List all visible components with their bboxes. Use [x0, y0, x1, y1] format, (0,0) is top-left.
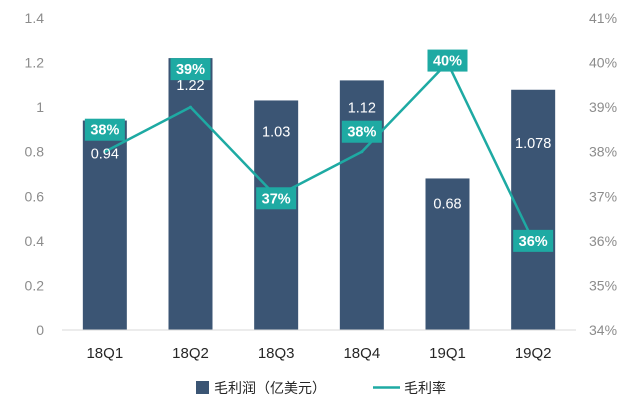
right-tick-label: 41%: [589, 10, 617, 26]
legend: 毛利润（亿美元） 毛利率: [196, 380, 446, 396]
x-axis: 18Q1 18Q2 18Q3 18Q4 19Q1 19Q2: [62, 329, 576, 362]
line-value-box: [256, 187, 297, 210]
left-tick-label: 0.6: [25, 188, 45, 204]
line-value-labels: 38% 39% 37% 38% 40% 36%: [84, 49, 554, 252]
left-tick-label: 1.2: [25, 55, 45, 71]
bar: [82, 120, 127, 330]
line-point: [189, 105, 192, 109]
category-label: 19Q1: [429, 345, 466, 362]
line-value-box: [341, 120, 382, 143]
category-label: 18Q3: [258, 345, 295, 362]
line-value-box: [84, 118, 125, 141]
line-point: [103, 150, 107, 154]
line-path: [104, 61, 535, 242]
bar: [339, 80, 384, 331]
bar-value-label: 1.12: [348, 100, 376, 116]
left-tick-label: 0.2: [25, 277, 45, 293]
right-axis: 34% 35% 36% 37% 38% 39% 40% 41%: [589, 10, 617, 338]
right-tick-label: 39%: [589, 99, 617, 115]
left-tick-label: 1.4: [25, 10, 45, 26]
line-series: [103, 61, 535, 243]
bar: [425, 178, 470, 330]
line-value-label: 40%: [433, 54, 462, 70]
left-tick-label: 0.4: [25, 233, 45, 249]
right-tick-label: 38%: [589, 144, 617, 160]
line-value-box: [170, 58, 211, 81]
bar-value-label: 1.22: [176, 78, 204, 94]
line-value-label: 36%: [519, 234, 548, 250]
line-value-label: 37%: [262, 191, 291, 207]
bar-value-label: 1.078: [515, 136, 551, 152]
bar-series: [82, 58, 556, 331]
left-axis: 0 0.2 0.4 0.6 0.8 1 1.2 1.4: [25, 10, 45, 338]
category-label: 19Q2: [515, 345, 552, 362]
right-tick-label: 40%: [589, 55, 617, 71]
bar: [168, 58, 213, 330]
bar-value-label: 1.03: [262, 124, 290, 140]
left-tick-label: 0: [36, 322, 44, 338]
line-value-label: 38%: [90, 123, 119, 139]
legend-bar-label: 毛利润（亿美元）: [214, 380, 326, 396]
category-label: 18Q1: [86, 345, 123, 362]
category-label: 18Q4: [343, 345, 380, 362]
legend-line-label: 毛利率: [404, 380, 446, 396]
right-tick-label: 35%: [589, 277, 617, 293]
right-tick-label: 36%: [589, 233, 617, 249]
category-label: 18Q2: [172, 345, 209, 362]
right-tick-label: 37%: [589, 188, 617, 204]
left-tick-label: 1: [36, 99, 44, 115]
left-tick-label: 0.8: [25, 144, 45, 160]
line-value-label: 39%: [176, 62, 205, 78]
line-value-box: [513, 229, 554, 252]
bar-value-labels: 0.94 1.22 1.03 1.12 0.68 1.078: [91, 78, 552, 212]
line-value-label: 38%: [347, 125, 376, 141]
line-point: [360, 150, 364, 154]
legend-bar-swatch: [196, 381, 209, 394]
right-tick-label: 34%: [589, 322, 617, 338]
bar-value-label: 0.94: [91, 147, 119, 163]
bar: [254, 100, 299, 330]
line-value-box: [427, 49, 468, 72]
bar-value-label: 0.68: [433, 196, 461, 212]
